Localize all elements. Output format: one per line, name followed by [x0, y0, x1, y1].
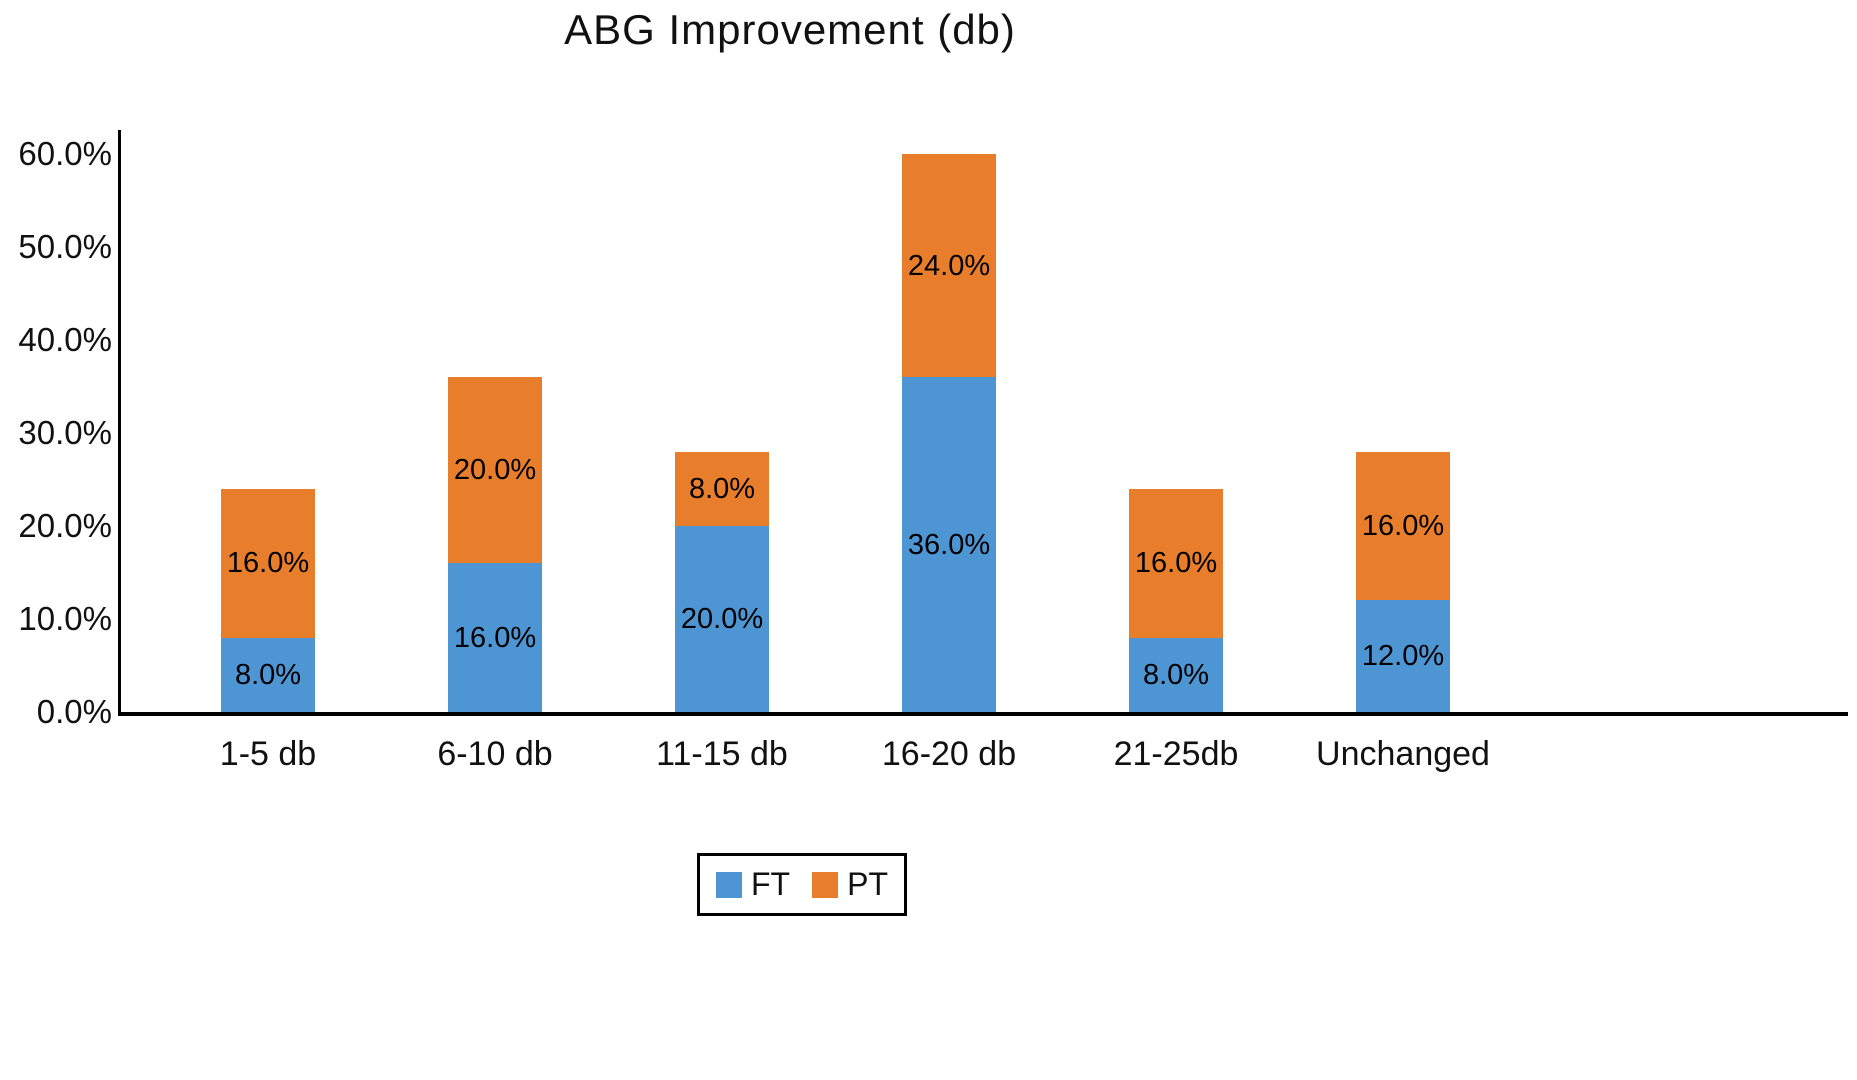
y-axis-tick-label: 30.0% — [18, 414, 112, 451]
bar-segment-pt — [1129, 488, 1223, 638]
bar-segment-pt — [902, 154, 996, 378]
y-axis-line — [118, 130, 121, 716]
legend-label-pt: PT — [847, 866, 888, 902]
x-axis-category-label: 21-25db — [1113, 735, 1239, 773]
y-axis-tick-label: 20.0% — [18, 507, 112, 544]
bar-label-pt: 24.0% — [907, 249, 991, 282]
bar-label-ft: 8.0% — [234, 658, 302, 691]
chart-title: ABG Improvement (db) — [564, 6, 1016, 53]
bar-label-ft: 16.0% — [453, 621, 537, 654]
x-axis-line — [118, 712, 1848, 716]
x-axis-category-label: 16-20 db — [881, 735, 1017, 773]
y-axis-tick-label: 60.0% — [18, 135, 112, 172]
bar-label-ft: 8.0% — [1142, 658, 1210, 691]
y-axis-tick-label: 10.0% — [18, 600, 112, 637]
y-axis-tick-label: 40.0% — [18, 321, 112, 358]
x-axis-category-label: Unchanged — [1316, 735, 1490, 773]
bar-label-ft: 12.0% — [1361, 640, 1445, 673]
bar-label-pt: 16.0% — [1134, 547, 1218, 580]
legend-item-pt: PT — [812, 866, 888, 903]
bar-segment-ft — [221, 637, 315, 712]
y-axis-tick-label: 50.0% — [18, 228, 112, 265]
legend-item-ft: FT — [716, 866, 790, 903]
bar-label-pt: 8.0% — [688, 472, 756, 505]
x-axis-category-label: 1-5 db — [219, 735, 317, 773]
bar-segment-pt — [221, 488, 315, 638]
legend-swatch-pt — [812, 871, 839, 898]
bar-label-ft: 20.0% — [680, 603, 764, 635]
bar-segment-pt — [1356, 451, 1450, 601]
legend-swatch-ft — [716, 871, 743, 898]
x-axis-category-label: 11-15 db — [656, 735, 788, 773]
bar-label-pt: 16.0% — [1361, 510, 1445, 542]
bar-segment-pt — [448, 377, 542, 564]
bar-segment-ft — [675, 526, 769, 712]
bar-label-ft: 36.0% — [907, 528, 991, 561]
bar-segment-pt — [675, 451, 769, 526]
bar-segment-ft — [1129, 637, 1223, 712]
legend: FT PT — [697, 853, 907, 916]
bar-segment-ft — [1356, 600, 1450, 712]
bar-label-pt: 20.0% — [453, 454, 537, 487]
x-axis-category-label: 6-10 db — [437, 735, 553, 773]
legend-label-ft: FT — [751, 866, 791, 902]
y-axis-tick-label: 0.0% — [36, 693, 112, 730]
bar-segment-ft — [902, 377, 996, 712]
bar-label-pt: 16.0% — [226, 547, 310, 580]
bar-segment-ft — [448, 563, 542, 712]
